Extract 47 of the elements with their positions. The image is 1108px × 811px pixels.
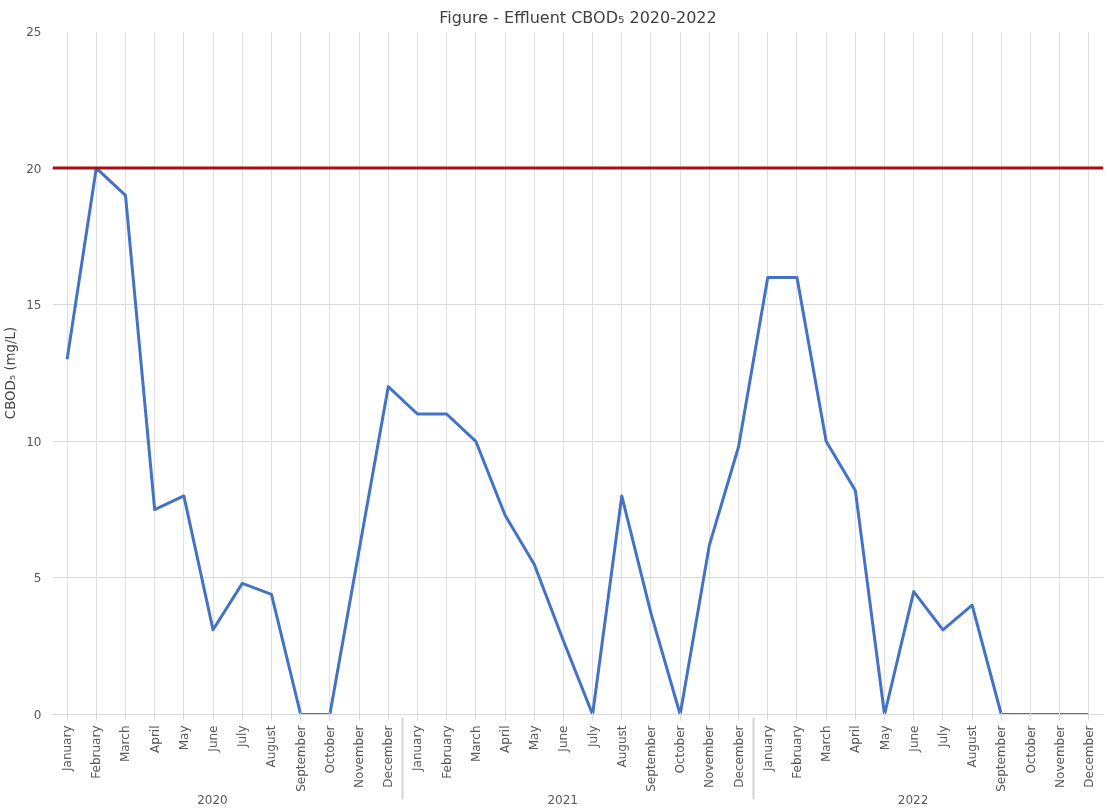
y-tick-label: 10 xyxy=(26,434,42,449)
x-tick-label: December xyxy=(731,725,746,788)
y-tick-label: 0 xyxy=(33,708,42,722)
x-tick-label: September xyxy=(643,725,658,792)
x-tick-label: March xyxy=(118,725,133,763)
x-tick-label: August xyxy=(965,725,980,768)
x-tick-label: November xyxy=(1052,725,1067,788)
x-tick-label: September xyxy=(994,725,1009,792)
x-tick-label: December xyxy=(1081,725,1096,788)
x-tick-label: February xyxy=(89,725,104,779)
x-tick-label: August xyxy=(614,725,629,768)
y-tick-label: 5 xyxy=(33,571,42,586)
x-tick-label: July xyxy=(585,725,600,749)
x-tick-label: October xyxy=(322,725,337,774)
x-tick-label: November xyxy=(352,725,367,788)
x-tick-label: May xyxy=(176,725,191,751)
x-tick-label: January xyxy=(60,725,75,772)
text: 2020 xyxy=(197,793,228,808)
y-axis-title: CBOD₅ (mg/L) xyxy=(3,326,19,420)
x-tick-label: March xyxy=(819,725,834,763)
x-tick-label: June xyxy=(556,725,571,753)
x-tick-label: September xyxy=(293,725,308,792)
x-tick-label: April xyxy=(147,725,162,753)
text: 2022 xyxy=(897,793,929,808)
x-tick-label: April xyxy=(498,725,513,753)
x-tick-label: May xyxy=(877,725,892,751)
x-tick-label: July xyxy=(235,725,250,749)
y-tick-label: 15 xyxy=(26,298,42,313)
x-tick-label: June xyxy=(906,725,921,753)
x-tick-label: May xyxy=(527,725,542,751)
x-tick-label: January xyxy=(410,725,425,772)
x-tick-label: November xyxy=(702,725,717,788)
x-tick-label: August xyxy=(264,725,279,768)
y-tick-label: 20 xyxy=(26,161,42,176)
x-tick-label: February xyxy=(789,725,804,779)
y-tick-label: 25 xyxy=(26,25,42,39)
x-tick-label: March xyxy=(468,725,483,763)
x-tick-label: June xyxy=(206,725,221,753)
x-tick-label: December xyxy=(381,725,396,788)
x-tick-label: July xyxy=(935,725,950,749)
x-tick-label: February xyxy=(439,725,454,779)
x-tick-label: April xyxy=(848,725,863,753)
chart-title: Figure - Effluent CBOD₅ 2020-2022 xyxy=(439,7,717,27)
x-tick-label: January xyxy=(760,725,775,772)
x-tick-label: October xyxy=(673,725,688,774)
text: 2021 xyxy=(547,793,579,808)
x-tick-label: October xyxy=(1023,725,1038,774)
